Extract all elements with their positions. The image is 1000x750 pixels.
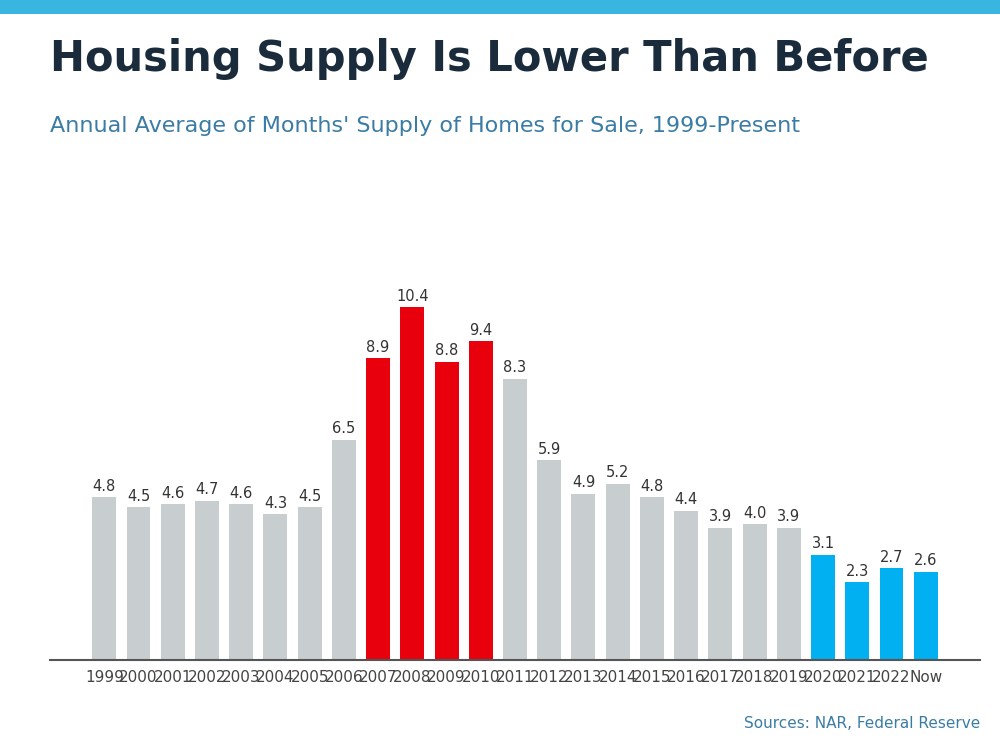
Bar — [127, 508, 150, 660]
Bar — [640, 497, 664, 660]
Bar — [743, 524, 767, 660]
Text: Annual Average of Months' Supply of Homes for Sale, 1999-Present: Annual Average of Months' Supply of Home… — [50, 116, 800, 136]
Text: Housing Supply Is Lower Than Before: Housing Supply Is Lower Than Before — [50, 38, 929, 80]
Text: 4.3: 4.3 — [264, 496, 287, 511]
Bar — [571, 494, 595, 660]
Text: 10.4: 10.4 — [396, 289, 429, 304]
Text: 5.2: 5.2 — [606, 465, 629, 480]
Text: 4.7: 4.7 — [195, 482, 219, 497]
Text: 4.5: 4.5 — [298, 489, 321, 504]
Text: 4.6: 4.6 — [161, 485, 184, 500]
Text: 3.9: 3.9 — [777, 509, 800, 524]
Bar — [777, 528, 801, 660]
Bar — [195, 500, 219, 660]
Bar — [845, 582, 869, 660]
Text: 2.7: 2.7 — [880, 550, 903, 565]
Text: 8.9: 8.9 — [366, 340, 390, 355]
Text: 3.9: 3.9 — [709, 509, 732, 524]
Bar — [880, 568, 903, 660]
Bar — [537, 460, 561, 660]
Bar — [366, 358, 390, 660]
Bar — [229, 504, 253, 660]
Text: 4.9: 4.9 — [572, 476, 595, 490]
Text: 8.8: 8.8 — [435, 344, 458, 358]
Text: 5.9: 5.9 — [538, 442, 561, 457]
Bar — [263, 514, 287, 660]
Text: 4.6: 4.6 — [230, 485, 253, 500]
Text: Sources: NAR, Federal Reserve: Sources: NAR, Federal Reserve — [744, 716, 980, 731]
Text: 4.5: 4.5 — [127, 489, 150, 504]
Bar — [298, 508, 322, 660]
Text: 2.3: 2.3 — [846, 563, 869, 578]
Bar — [708, 528, 732, 660]
Text: 4.8: 4.8 — [640, 478, 664, 494]
Bar — [811, 555, 835, 660]
Bar — [161, 504, 185, 660]
Bar — [914, 572, 938, 660]
Text: 9.4: 9.4 — [469, 322, 492, 338]
Bar — [400, 308, 424, 660]
Text: 8.3: 8.3 — [503, 360, 527, 375]
Text: 4.4: 4.4 — [675, 493, 698, 508]
Bar — [469, 341, 493, 660]
Text: 4.8: 4.8 — [93, 478, 116, 494]
Bar — [435, 362, 459, 660]
Bar — [606, 484, 630, 660]
Text: 4.0: 4.0 — [743, 506, 766, 521]
Text: 6.5: 6.5 — [332, 422, 355, 436]
Text: 2.6: 2.6 — [914, 554, 937, 568]
Bar — [503, 379, 527, 660]
Text: 3.1: 3.1 — [811, 536, 835, 551]
Bar — [674, 511, 698, 660]
Bar — [92, 497, 116, 660]
Bar — [332, 440, 356, 660]
